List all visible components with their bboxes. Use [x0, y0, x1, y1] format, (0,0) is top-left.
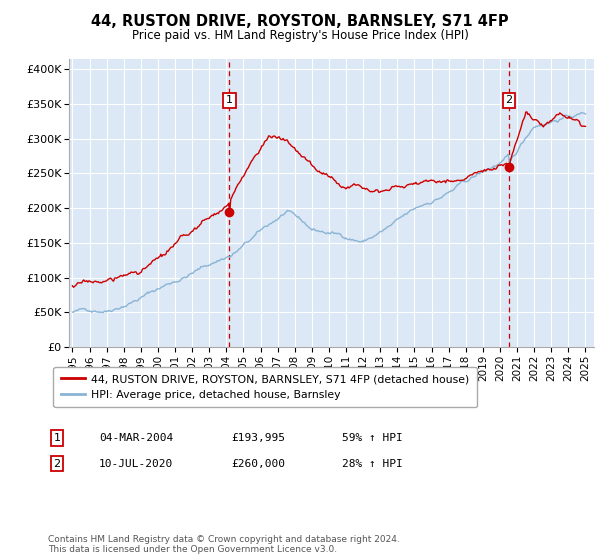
Text: 10-JUL-2020: 10-JUL-2020 [99, 459, 173, 469]
Text: 1: 1 [53, 433, 61, 443]
Text: Price paid vs. HM Land Registry's House Price Index (HPI): Price paid vs. HM Land Registry's House … [131, 29, 469, 42]
Text: 04-MAR-2004: 04-MAR-2004 [99, 433, 173, 443]
Text: 1: 1 [226, 96, 233, 105]
Text: Contains HM Land Registry data © Crown copyright and database right 2024.
This d: Contains HM Land Registry data © Crown c… [48, 535, 400, 554]
Text: 28% ↑ HPI: 28% ↑ HPI [342, 459, 403, 469]
Text: 2: 2 [505, 96, 512, 105]
Text: £193,995: £193,995 [231, 433, 285, 443]
Legend: 44, RUSTON DRIVE, ROYSTON, BARNSLEY, S71 4FP (detached house), HPI: Average pric: 44, RUSTON DRIVE, ROYSTON, BARNSLEY, S71… [53, 367, 477, 407]
Text: £260,000: £260,000 [231, 459, 285, 469]
Text: 59% ↑ HPI: 59% ↑ HPI [342, 433, 403, 443]
Text: 44, RUSTON DRIVE, ROYSTON, BARNSLEY, S71 4FP: 44, RUSTON DRIVE, ROYSTON, BARNSLEY, S71… [91, 14, 509, 29]
Text: 2: 2 [53, 459, 61, 469]
